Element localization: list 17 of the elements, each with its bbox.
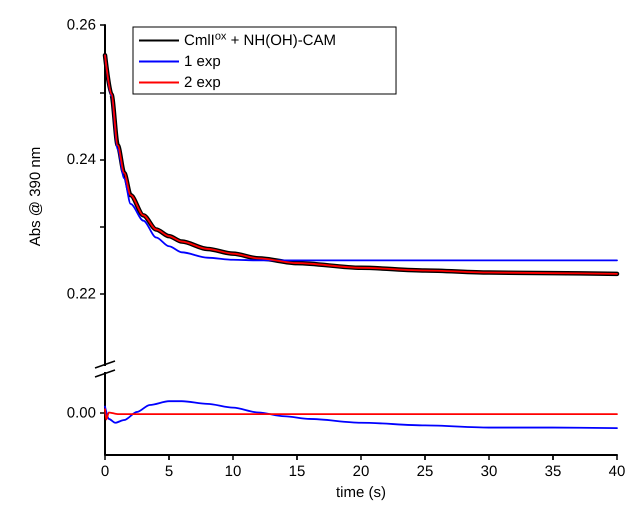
- x-axis-title: time (s): [336, 484, 386, 501]
- text: 0.00: [66, 404, 96, 422]
- x-tick-label: 0: [100, 463, 110, 480]
- x-tick-label: 30: [480, 463, 498, 480]
- x-tick-label: 40: [608, 463, 626, 480]
- legend-label: 2 exp: [184, 74, 221, 91]
- x-tick-label: 35: [544, 463, 562, 480]
- x-tick-label: 10: [224, 463, 242, 480]
- x-tick-label: 15: [288, 463, 306, 480]
- y-tick-label: 0.26: [66, 16, 96, 34]
- y-tick-label: 0.22: [66, 286, 96, 303]
- y-axis-title: Abs @ 390 nm: [27, 146, 44, 246]
- y-tick-label: 0.24: [66, 151, 96, 168]
- x-tick-label: 20: [352, 463, 370, 480]
- x-tick-label: 25: [416, 463, 434, 480]
- x-tick-label: 5: [164, 463, 174, 480]
- legend-label: 1 exp: [184, 53, 221, 70]
